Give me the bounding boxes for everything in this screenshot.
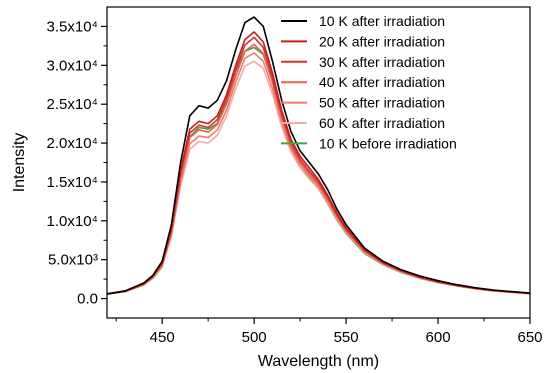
x-tick-label: 600	[426, 329, 451, 346]
y-tick-label: 2.0x10⁴	[47, 135, 98, 152]
y-tick-label: 1.0x10⁴	[47, 213, 98, 230]
y-tick-label: 0.0	[77, 291, 98, 308]
x-tick-label: 450	[150, 329, 175, 346]
x-tick-label: 650	[517, 329, 542, 346]
series-line-1	[106, 16, 531, 295]
y-axis: 0.0 5.0x10³ 1.0x10⁴ 1.5x10⁴ 2.0x10⁴ 2.5x10⁴ 3.…	[47, 18, 107, 308]
x-tick-label: 500	[242, 329, 267, 346]
legend: 10 K after irradiation 20 K after irradia…	[281, 13, 457, 151]
y-axis-label: Intensity	[11, 133, 28, 193]
x-tick-label: 550	[334, 329, 359, 346]
legend-label-3: 30 K after irradiation	[319, 54, 445, 70]
legend-label-4: 40 K after irradiation	[319, 74, 445, 90]
legend-label-7: 10 K before irradiation	[319, 135, 457, 151]
y-tick-label: 5.0x10³	[48, 252, 98, 269]
legend-label-2: 20 K after irradiation	[319, 33, 445, 49]
y-tick-label: 3.5x10⁴	[47, 18, 98, 35]
legend-label-6: 60 K after irradiation	[319, 115, 445, 131]
y-tick-label: 1.5x10⁴	[47, 174, 98, 191]
legend-label-5: 50 K after irradiation	[319, 95, 445, 111]
y-tick-label: 2.5x10⁴	[47, 96, 98, 113]
y-tick-label: 3.0x10⁴	[47, 57, 98, 74]
legend-label-1: 10 K after irradiation	[319, 13, 445, 29]
x-axis: 450 500 550 600 650	[115, 318, 543, 346]
x-axis-label: Wavelength (nm)	[258, 353, 379, 370]
